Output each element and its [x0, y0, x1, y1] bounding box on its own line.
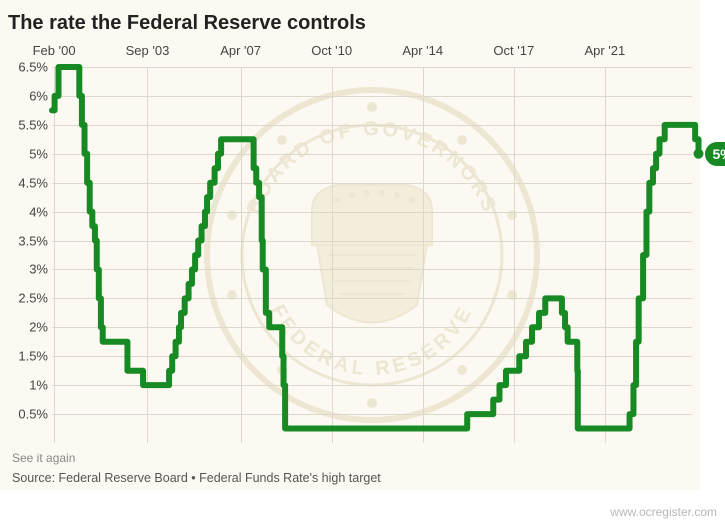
y-tick-label: 6.5%	[18, 60, 48, 75]
line-svg	[52, 67, 692, 443]
x-tick-label: Oct '10	[311, 43, 352, 58]
x-tick-label: Apr '21	[584, 43, 625, 58]
y-tick-label: 5.5%	[18, 117, 48, 132]
chart-container: The rate the Federal Reserve controls Fe…	[0, 0, 700, 490]
site-watermark: www.ocregister.com	[610, 505, 717, 519]
x-tick-label: Apr '07	[220, 43, 261, 58]
end-point-marker	[694, 149, 704, 159]
y-tick-label: 4.5%	[18, 175, 48, 190]
x-tick-label: Apr '14	[402, 43, 443, 58]
y-tick-label: 2.5%	[18, 291, 48, 306]
chart-footer: See it again Source: Federal Reserve Boa…	[12, 449, 692, 487]
y-tick-label: 1.5%	[18, 349, 48, 364]
end-value-label: 5%	[705, 142, 725, 166]
y-tick-label: 3%	[29, 262, 48, 277]
y-tick-label: 5%	[29, 146, 48, 161]
y-tick-label: 0.5%	[18, 407, 48, 422]
rate-step-line	[52, 67, 699, 429]
source-text: Source: Federal Reserve Board • Federal …	[12, 471, 381, 485]
see-again-link[interactable]: See it again	[12, 451, 75, 465]
y-axis: 0.5%1%1.5%2%2.5%3%3.5%4%4.5%5%5.5%6%6.5%	[12, 67, 52, 443]
chart-title: The rate the Federal Reserve controls	[8, 12, 692, 35]
y-tick-label: 6%	[29, 88, 48, 103]
x-tick-label: Sep '03	[126, 43, 170, 58]
y-tick-label: 1%	[29, 378, 48, 393]
x-tick-label: Feb '00	[33, 43, 76, 58]
y-tick-label: 3.5%	[18, 233, 48, 248]
y-tick-label: 4%	[29, 204, 48, 219]
x-axis: Feb '00Sep '03Apr '07Oct '10Apr '14Oct '…	[52, 43, 692, 63]
plot-area: Feb '00 Sep '03 Apr '07 Oct '10 Apr '14 Oct '…	[12, 43, 692, 443]
y-tick-label: 2%	[29, 320, 48, 335]
x-tick-label: Oct '17	[493, 43, 534, 58]
